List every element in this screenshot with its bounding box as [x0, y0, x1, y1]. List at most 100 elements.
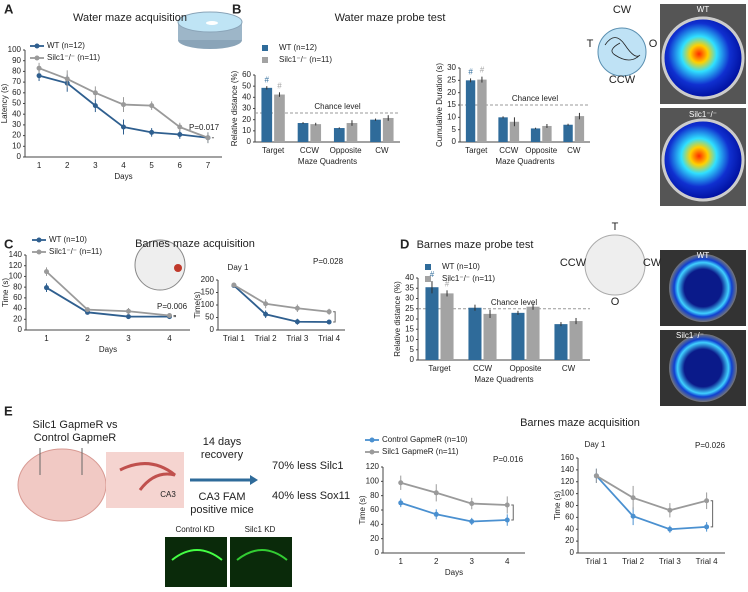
point: [149, 103, 155, 109]
y-tick-label: 100: [366, 476, 380, 485]
y-tick-label: 100: [201, 300, 215, 309]
bar: [440, 293, 454, 360]
panel-label: D: [400, 236, 409, 251]
point: [167, 313, 172, 319]
bar: [483, 313, 497, 360]
result-text: 70% less Silc1: [272, 460, 344, 472]
bar: [468, 307, 482, 360]
y-tick-label: 60: [242, 70, 251, 79]
bar: [511, 312, 525, 360]
y-tick-label: 0: [410, 355, 415, 364]
point: [433, 490, 439, 496]
chart-title: Day 1: [228, 263, 249, 272]
selection-text: CA3 FAM: [198, 491, 245, 503]
x-axis-label: Maze Quadrents: [495, 157, 554, 166]
y-tick-label: 5: [452, 125, 457, 134]
water-maze-diagram: CW T O CCW: [587, 4, 658, 86]
point: [121, 124, 126, 130]
x-tick-label: 5: [149, 161, 154, 170]
y-tick-label: 0: [18, 325, 23, 334]
line: [45, 270, 170, 317]
bracket: [173, 315, 176, 318]
legend-label: Silc1 GapmeR (n=11): [382, 447, 459, 456]
point: [593, 473, 599, 479]
line: [595, 475, 707, 512]
y-tick-label: 50: [205, 313, 214, 322]
bracket: [710, 500, 714, 528]
pool-icon: [177, 11, 243, 49]
y-tick-label: 150: [201, 288, 215, 297]
point: [92, 103, 98, 109]
x-tick-label: 4: [121, 161, 126, 170]
point: [205, 135, 211, 141]
quadrant-label: T: [587, 38, 594, 50]
y-tick-label: 80: [370, 491, 379, 500]
y-axis-label: Latency (s): [0, 83, 9, 123]
x-tick-label: CW: [562, 364, 576, 373]
legend-label: WT (n=12): [47, 41, 85, 50]
x-tick-label: 1: [44, 334, 49, 343]
significance-mark: #: [277, 81, 282, 90]
x-tick-label: CW: [567, 146, 581, 155]
x-axis-label: Days: [99, 345, 117, 354]
chance-label: Chance level: [314, 102, 360, 111]
y-tick-label: 80: [565, 501, 574, 510]
bar: [310, 124, 322, 142]
x-tick-label: Target: [262, 146, 285, 155]
group-text: Silc1 GapmeR vs: [33, 419, 118, 431]
x-tick-label: Opposite: [509, 364, 542, 373]
legend-label: Silc1⁻/⁻ (n=11): [47, 53, 100, 62]
heatmap-label: WT: [697, 251, 710, 260]
y-axis-label: Relative distance (%): [393, 281, 402, 357]
y-tick-label: 100: [8, 45, 22, 54]
bar: [574, 116, 585, 142]
point: [64, 76, 70, 82]
chart-title: Water maze probe test: [335, 12, 446, 24]
point: [126, 314, 131, 320]
annotation: P=0.006: [157, 302, 188, 311]
y-tick-label: 90: [12, 56, 21, 65]
point: [630, 513, 636, 519]
x-tick-label: Trial 1: [223, 334, 245, 343]
point: [469, 501, 475, 507]
heatmap-label: Silc1⁻/⁻: [676, 331, 704, 340]
y-tick-label: 10: [447, 112, 456, 121]
y-tick-label: 0: [247, 137, 252, 146]
legend-swatch: [262, 45, 268, 51]
selection-text: positive mice: [190, 504, 254, 516]
annotation: P=0.016: [493, 455, 524, 464]
legend-swatch: [34, 55, 40, 61]
point: [469, 518, 475, 524]
point: [704, 498, 710, 504]
x-tick-label: 6: [178, 161, 183, 170]
annotation: P=0.028: [313, 257, 344, 266]
quadrant-label: CW: [613, 4, 632, 16]
y-axis-label: Time (s): [358, 495, 367, 524]
y-tick-label: 5: [410, 345, 415, 354]
point: [149, 129, 155, 135]
y-tick-label: 20: [370, 534, 379, 543]
point: [121, 102, 126, 108]
x-axis-label: Maze Quadrents: [298, 157, 357, 166]
quadrant-label: T: [612, 221, 619, 233]
legend-label: Silc1⁻/⁻ (n=11): [279, 55, 332, 64]
x-tick-label: 3: [470, 557, 475, 566]
point: [326, 309, 332, 315]
x-tick-label: Target: [428, 364, 451, 373]
bar: [370, 119, 381, 142]
point: [704, 524, 710, 530]
x-tick-label: 2: [85, 334, 90, 343]
y-tick-label: 10: [405, 335, 414, 344]
point: [294, 319, 300, 325]
y-tick-label: 40: [242, 92, 251, 101]
bar: [498, 117, 508, 142]
y-tick-label: 140: [561, 465, 575, 474]
x-tick-label: CCW: [473, 364, 493, 373]
x-tick-label: Trial 3: [659, 557, 681, 566]
legend-label: WT (n=10): [442, 262, 480, 271]
panel-label: A: [4, 1, 14, 16]
point: [231, 282, 237, 288]
y-axis-label: Time (s): [553, 491, 562, 520]
panel-e-illustration: Silc1 GapmeR vs Control GapmeR CA3 14 da…: [17, 419, 350, 587]
